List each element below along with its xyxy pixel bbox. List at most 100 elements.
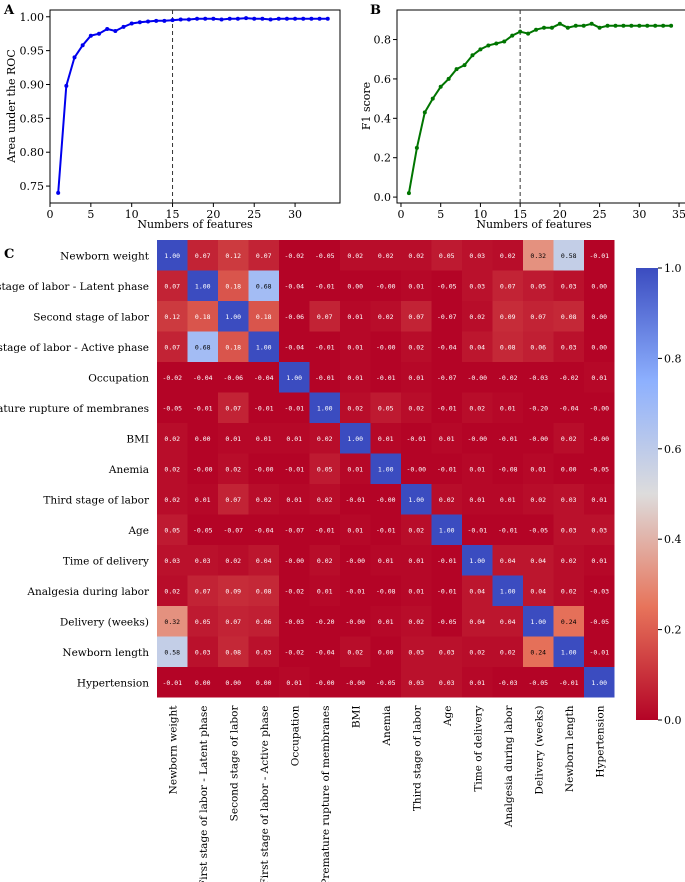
heatmap-cell [279, 240, 310, 271]
heatmap-cell-value: -0.00 [284, 557, 304, 565]
x-tick-label: 15 [166, 208, 180, 221]
heatmap-cell [370, 545, 401, 576]
heatmap-cell [340, 667, 371, 698]
heatmap-cell-value: 0.02 [317, 557, 333, 565]
heatmap-cell-value: 0.02 [500, 252, 516, 260]
heatmap-cell [523, 545, 554, 576]
heatmap-cell [248, 606, 279, 637]
heatmap-cell [492, 270, 523, 301]
heatmap-cell [492, 240, 523, 271]
heatmap-cell-value: 0.01 [439, 435, 455, 443]
heatmap-cell-value: 0.58 [164, 648, 180, 656]
heatmap-row-label: BMI [126, 433, 149, 445]
data-point [589, 21, 594, 26]
heatmap-cell [370, 301, 401, 332]
data-point [325, 16, 330, 21]
heatmap-cell-value: 0.00 [591, 282, 607, 290]
heatmap-cell [279, 362, 310, 393]
heatmap-cell-value: 0.01 [378, 618, 394, 626]
heatmap-cell [187, 484, 218, 515]
heatmap-cell [309, 270, 340, 301]
heatmap-cell [309, 606, 340, 637]
x-tick-label: 25 [593, 208, 607, 221]
heatmap-cell [553, 362, 584, 393]
heatmap-cell [340, 270, 371, 301]
heatmap-cell [401, 484, 432, 515]
heatmap-cell [462, 423, 493, 454]
heatmap-cell-value: 0.03 [439, 648, 455, 656]
heatmap-cell [340, 453, 371, 484]
heatmap-cell-value: 0.01 [347, 374, 363, 382]
heatmap-cell [523, 331, 554, 362]
heatmap-cell [462, 331, 493, 362]
heatmap-cell-value: 0.01 [195, 496, 211, 504]
data-point [137, 20, 142, 25]
heatmap-cell-value: 0.01 [317, 587, 333, 595]
heatmap-cell-value: -0.01 [162, 679, 182, 687]
heatmap-cell [340, 545, 371, 576]
heatmap-cell [279, 331, 310, 362]
heatmap-cell-value: -0.05 [528, 526, 548, 534]
heatmap-cell-value: 0.07 [500, 282, 516, 290]
heatmap-cell [492, 453, 523, 484]
heatmap-cell [431, 301, 462, 332]
heatmap-cell [584, 453, 615, 484]
heatmap-cell [401, 453, 432, 484]
heatmap-row-label: Newborn weight [60, 250, 150, 262]
colorbar-tick-label: 0.4 [664, 533, 682, 546]
heatmap-column-label: First stage of labor - Latent phase [198, 706, 210, 882]
heatmap-cell [157, 606, 188, 637]
heatmap-cell [309, 240, 340, 271]
heatmap-row-label: First stage of labor - Active phase [0, 342, 149, 354]
heatmap-cell [218, 667, 249, 698]
heatmap-cell [553, 667, 584, 698]
panel-label-c: C [4, 247, 14, 262]
chart-a-xlabel: Numbers of features [137, 218, 253, 231]
heatmap-cell-value: -0.05 [376, 679, 396, 687]
heatmap-cell-value: -0.05 [193, 526, 213, 534]
data-point [446, 76, 451, 81]
x-tick-label: 10 [473, 208, 487, 221]
heatmap-cell-value: 0.01 [591, 374, 607, 382]
heatmap-cell-value: -0.00 [528, 435, 548, 443]
heatmap-cell [218, 606, 249, 637]
heatmap-cell [431, 636, 462, 667]
heatmap-cell-value: -0.08 [498, 465, 518, 473]
heatmap-cell-value: 0.02 [225, 557, 241, 565]
heatmap-cell [370, 362, 401, 393]
data-point [227, 16, 232, 21]
heatmap-cell [523, 484, 554, 515]
heatmap-cell [248, 362, 279, 393]
heatmap-cell-value: -0.20 [528, 404, 548, 412]
heatmap-cell-value: 0.04 [469, 343, 485, 351]
heatmap-cell-value: -0.07 [437, 374, 457, 382]
heatmap-cell [401, 270, 432, 301]
heatmap-cell-value: 0.02 [561, 587, 577, 595]
heatmap-cell-value: 1.00 [256, 343, 272, 351]
heatmap-cell-value: 0.32 [164, 618, 180, 626]
heatmap-cell [523, 667, 554, 698]
heatmap-cell [218, 301, 249, 332]
heatmap-cell-value: 0.02 [164, 587, 180, 595]
x-tick-label: 25 [247, 208, 261, 221]
heatmap-cell-value: 1.00 [225, 313, 241, 321]
heatmap-cell [218, 392, 249, 423]
data-point [317, 16, 322, 21]
heatmap-cell [248, 270, 279, 301]
data-point [235, 16, 240, 21]
heatmap-cell-value: -0.04 [559, 404, 579, 412]
data-point [430, 96, 435, 101]
heatmap-cell [584, 606, 615, 637]
heatmap-cell-value: -0.00 [467, 374, 487, 382]
heatmap-cell-value: 0.32 [530, 252, 546, 260]
heatmap-cell [279, 392, 310, 423]
heatmap-cell [431, 453, 462, 484]
heatmap-cell-value: -0.02 [559, 374, 579, 382]
heatmap-cell [157, 545, 188, 576]
heatmap-cell [218, 636, 249, 667]
heatmap-cell [584, 514, 615, 545]
heatmap-cell [340, 575, 371, 606]
heatmap-cell-value: 0.02 [317, 435, 333, 443]
heatmap-cell-value: -0.07 [284, 526, 304, 534]
data-point [301, 16, 306, 21]
